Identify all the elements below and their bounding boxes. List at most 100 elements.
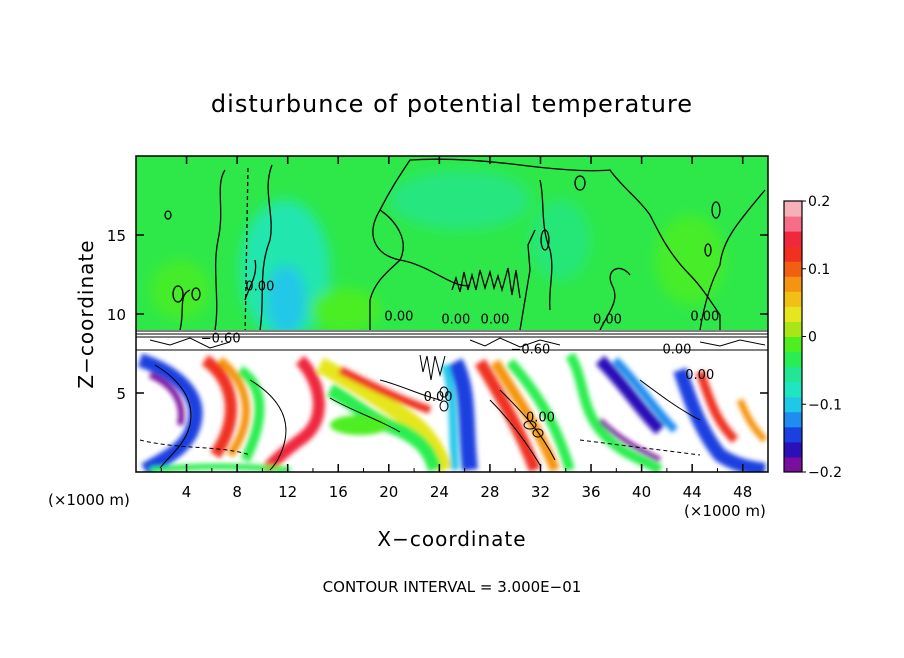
contour-label: 0.00 (424, 390, 453, 405)
swirl-cyan-right (612, 357, 678, 433)
upper-lime-patch-3 (150, 260, 210, 320)
swirl-blue-column (447, 358, 478, 471)
band-wiggle-1 (149, 337, 231, 349)
colorbar-segment (784, 396, 802, 413)
x-tick-label: 4 (182, 483, 192, 501)
upper-contour-dashed (244, 164, 249, 330)
green-pool-center (330, 415, 390, 435)
colorbar-segment (784, 321, 802, 337)
swirl-orange-left (217, 356, 250, 458)
upper-contours (164, 158, 766, 330)
x-axis-label: X−coordinate (377, 527, 526, 551)
colorbar-segment (784, 201, 802, 217)
contour-label: 0.00 (663, 343, 692, 358)
colorbar-segment (784, 231, 802, 247)
upper-contour-1 (369, 158, 721, 330)
lower-contour-spikes (419, 354, 446, 381)
x-tick-label: 24 (430, 483, 449, 501)
colorbar-tick-label: 0 (808, 330, 817, 346)
lower-contour-1 (154, 364, 192, 469)
x-tick-label: 28 (480, 483, 499, 501)
swirl-bottom-left (149, 463, 291, 472)
upper-contour-loop-5 (540, 229, 550, 251)
colorbar-segment (784, 246, 802, 262)
swirl-cyan-column (441, 363, 459, 471)
contour-label: 0.00 (441, 312, 470, 327)
swirl-blue-far-right (673, 367, 766, 472)
lower-contour-7 (379, 379, 441, 401)
lower-layer (136, 352, 768, 472)
contour-label: 0.00 (384, 309, 413, 324)
colorbar-segment (784, 366, 802, 383)
y-tick-label: 5 (116, 385, 126, 403)
upper-cyan-plume-core (266, 265, 306, 330)
swirl-orange-column (490, 359, 560, 472)
swirl-purple-left (148, 372, 185, 426)
swirl-green-column (506, 358, 575, 472)
colorbar: 0.2 0.1 0 −0.1 −0.2 (783, 194, 842, 481)
colorbar-segment (784, 456, 802, 473)
contour-label: −0.60 (201, 331, 241, 346)
colorbar-tick-label: 0.2 (808, 194, 830, 210)
lower-contour-loop-4 (439, 400, 449, 412)
colorbar-segment (784, 381, 802, 398)
contour-label: 0.00 (685, 368, 714, 383)
contour-label: 0.00 (245, 279, 274, 294)
contour-label: 0.00 (526, 410, 555, 425)
upper-teal-patch-1 (390, 170, 530, 230)
lower-contour-6 (639, 379, 701, 421)
y-axis-label: Z−coordinate (74, 239, 98, 388)
upper-teal-patch-2 (530, 200, 590, 280)
swirl-red-column (474, 358, 541, 472)
x-axis-unit-right: (×1000 m) (684, 502, 766, 520)
upper-contour-7 (599, 267, 631, 330)
upper-contour-spiky (451, 267, 521, 299)
contour-label: 0.00 (690, 309, 719, 324)
swirl-red-far-right (695, 370, 739, 444)
upper-layer-shading (150, 170, 725, 330)
band-wiggle-3 (699, 339, 766, 347)
colorbar-segment (784, 351, 802, 368)
colorbar-segment (784, 426, 802, 443)
plot-area: 0.00 0.00 0.00 0.00 0.00 0.00 −0.60 −0.60 0.00 0.… (136, 156, 768, 472)
upper-layer (136, 156, 768, 330)
colorbar-tick-label: −0.1 (808, 397, 842, 413)
band-wiggle-2 (469, 337, 561, 348)
upper-contour-loop-1 (172, 285, 184, 303)
lower-contour-4 (489, 399, 541, 466)
swirl-yellow-center (316, 357, 453, 472)
swirl-red-left (201, 355, 237, 459)
swirl-red-tongue (338, 366, 432, 414)
upper-contour-loop-7 (164, 210, 172, 220)
lower-contours (139, 354, 701, 471)
colorbar-segment (784, 306, 802, 322)
x-tick-label: 40 (632, 483, 651, 501)
colorbar-segment (784, 261, 802, 277)
upper-contour-3 (539, 179, 553, 311)
swirl-green-center (326, 383, 442, 472)
swirl-red-center (260, 355, 325, 472)
upper-lime-patch-1 (310, 288, 380, 330)
swirl-orange-far-right (736, 398, 768, 443)
lower-contour-dashed-2 (579, 439, 701, 456)
swirl-green-left (236, 365, 265, 463)
y-tick-label: 10 (107, 306, 126, 324)
upper-contour-5 (259, 164, 273, 330)
x-tick-label: 44 (683, 483, 702, 501)
colorbar-tick-label: −0.2 (808, 465, 842, 481)
upper-contour-loop-4 (704, 243, 712, 257)
x-tick-label: 12 (278, 483, 297, 501)
colorbar-tick-label: 0.1 (808, 262, 830, 278)
upper-contour-8 (699, 189, 766, 330)
swirl-purple-far-right (598, 418, 662, 463)
upper-contour-loop-2 (191, 287, 201, 301)
swirl-green-right (565, 352, 663, 472)
y-tick-label: 15 (107, 227, 126, 245)
colorbar-segment (784, 276, 802, 292)
lower-contour-3 (329, 397, 401, 433)
upper-contour-9 (179, 289, 191, 330)
upper-contour-ridge (519, 229, 536, 330)
